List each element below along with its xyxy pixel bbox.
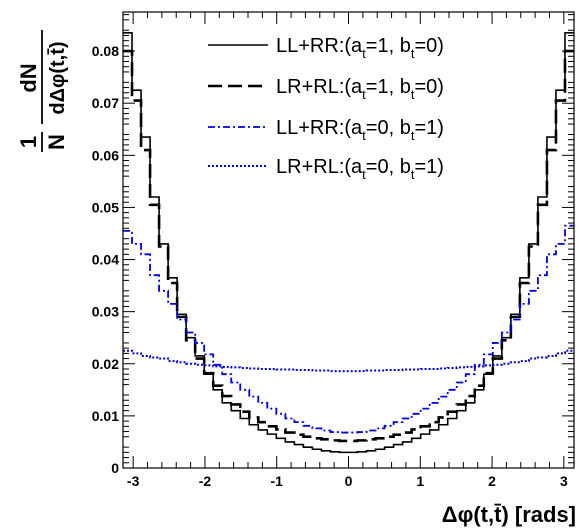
x-tick-label: 1 — [416, 473, 424, 489]
series-line-1 — [123, 32, 574, 454]
y-tick-label: 0.01 — [92, 408, 119, 424]
y-axis-title-prefix-denominator: N — [44, 134, 69, 150]
y-tick-label: 0.06 — [92, 147, 119, 163]
y-tick-label: 0.05 — [92, 199, 119, 215]
legend-label-2: LR+RL:(at=1, bt=0) — [276, 76, 444, 102]
x-tick-label: -3 — [127, 473, 140, 489]
y-axis-title-numerator: dN — [16, 63, 41, 92]
y-tick-label: 0.04 — [92, 252, 119, 268]
legend-label-4: LR+RL:(at=0, bt=1) — [276, 156, 444, 182]
x-tick-label: -1 — [270, 473, 283, 489]
legend-label-3: LL+RR:(at=0, bt=1) — [276, 117, 444, 143]
legend: LL+RR:(at=1, bt=0) LR+RL:(at=1, bt=0) LL+R… — [208, 35, 444, 182]
x-tick-label: 3 — [560, 473, 568, 489]
y-tick-label: 0.03 — [92, 304, 119, 320]
y-tick-label: 0 — [111, 460, 119, 476]
y-axis-title: 1 N dN dΔφ(t,t̄) — [16, 30, 69, 152]
y-tick-label: 0.02 — [92, 356, 119, 372]
ticks-layer: -3 -2 -1 0 1 2 3 0 0.01 0.02 0.03 0.04 0.05 0.06 0.07 0… — [92, 12, 574, 489]
y-tick-label: 0.08 — [92, 43, 119, 59]
legend-label-1: LL+RR:(at=1, bt=0) — [276, 35, 444, 61]
series-line-2 — [123, 49, 574, 443]
y-axis-title-prefix-numerator: 1 — [16, 136, 41, 148]
x-tick-label: -2 — [199, 473, 212, 489]
y-axis-title-denominator: dΔφ(t,t̄) — [47, 41, 69, 114]
x-tick-label: 0 — [345, 473, 353, 489]
x-tick-label: 2 — [488, 473, 496, 489]
series-layer — [123, 32, 574, 454]
x-axis-title: Δφ(t,t̄) [rads] — [442, 502, 576, 527]
series-line-4 — [123, 349, 574, 373]
y-tick-label: 0.07 — [92, 95, 119, 111]
